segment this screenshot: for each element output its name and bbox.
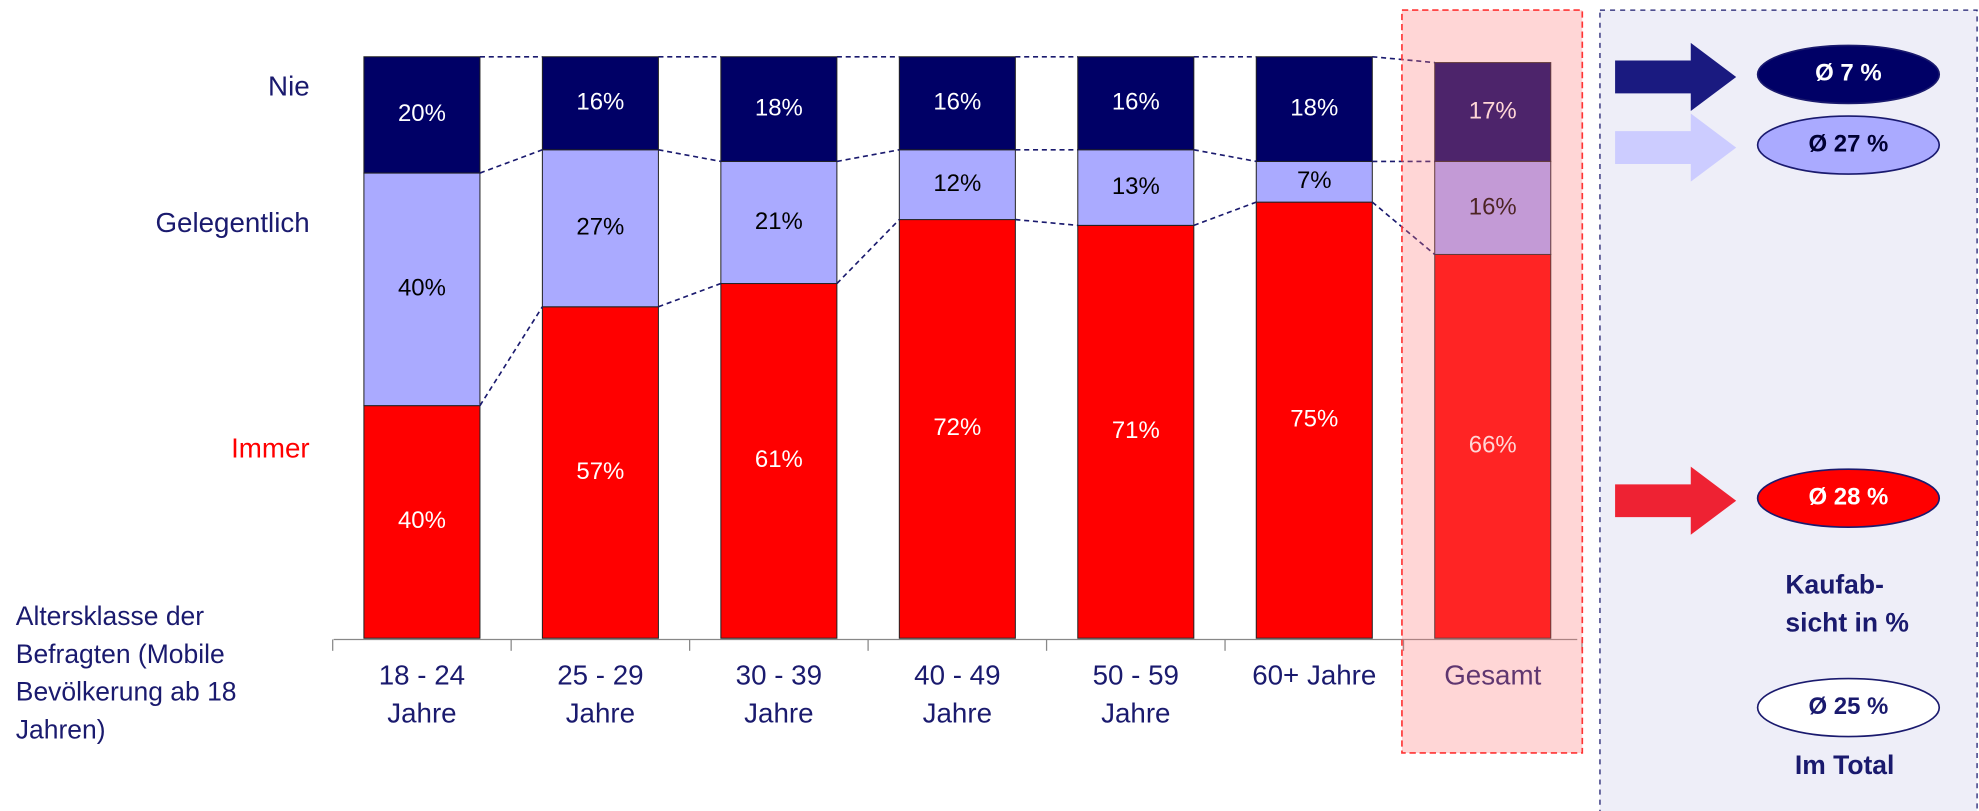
total-caption: Im Total	[1795, 750, 1895, 780]
value-label: 16%	[1469, 193, 1517, 220]
value-label: 18%	[1290, 94, 1338, 121]
bar-segment	[720, 56, 838, 162]
x-tick-label: Jahre	[923, 697, 992, 728]
bar-segment	[1434, 62, 1552, 162]
bar-segment	[898, 56, 1016, 151]
value-label: 17%	[1469, 97, 1517, 124]
connector	[1372, 55, 1435, 64]
bar-segment	[898, 219, 1016, 639]
highlight	[1401, 9, 1584, 754]
bar-segment	[363, 56, 481, 174]
marker-ellipse	[1756, 468, 1941, 529]
arrow	[1615, 466, 1737, 535]
value-label: 20%	[398, 100, 446, 127]
value-label: 21%	[755, 208, 803, 235]
bar-segment	[720, 160, 838, 285]
value-label: 61%	[755, 446, 803, 473]
panel-caption: sicht in %	[1785, 607, 1909, 637]
total-ellipse	[1756, 677, 1941, 738]
bar-segment	[1255, 201, 1373, 639]
connector	[479, 149, 543, 174]
bar-segment	[541, 56, 659, 151]
x-tick-label: 40 - 49	[914, 660, 1000, 691]
legend-label: Nie	[268, 71, 310, 102]
arrow	[1615, 42, 1737, 111]
x-tick-label: 30 - 39	[736, 660, 822, 691]
marker-ellipse	[1756, 44, 1941, 105]
axis-title: Altersklasse der	[16, 601, 204, 631]
connector	[836, 218, 900, 285]
connector	[479, 306, 544, 407]
bar-segment	[541, 149, 659, 308]
bar-segment	[1255, 160, 1373, 203]
value-label: 40%	[398, 275, 446, 302]
marker-label: Ø 7 %	[1815, 60, 1882, 87]
axis-title: Bevölkerung ab 18	[16, 677, 237, 707]
x-tick-label: 50 - 59	[1093, 660, 1179, 691]
value-label: 71%	[1112, 417, 1160, 444]
bar-segment	[1077, 149, 1195, 226]
x-tick-label: Jahre	[1101, 697, 1170, 728]
bar-segment	[363, 172, 481, 407]
value-label: 75%	[1290, 405, 1338, 432]
value-label: 7%	[1297, 167, 1332, 194]
arrow	[1615, 113, 1737, 182]
value-label: 12%	[933, 170, 981, 197]
total-label: Ø 25 %	[1808, 693, 1888, 720]
x-tick-label: Gesamt	[1444, 660, 1541, 691]
value-label: 72%	[933, 414, 981, 441]
value-label: 16%	[1112, 89, 1160, 116]
x-tick-label: 25 - 29	[557, 660, 643, 691]
value-label: 40%	[398, 507, 446, 534]
panel-caption: Kaufab-	[1785, 569, 1884, 599]
marker-label: Ø 28 %	[1808, 484, 1888, 511]
x-tick-label: Jahre	[744, 697, 813, 728]
connector	[836, 148, 900, 163]
bar-segment	[1434, 253, 1552, 639]
connector	[1015, 218, 1078, 227]
value-label: 13%	[1112, 173, 1160, 200]
bar-segment	[541, 306, 659, 639]
bar-segment	[1077, 224, 1195, 639]
bar-segment	[720, 283, 838, 639]
value-label: 18%	[755, 94, 803, 121]
x-tick-label: 60+ Jahre	[1252, 660, 1376, 691]
bar-segment	[1077, 56, 1195, 151]
value-label: 16%	[576, 89, 624, 116]
connector	[1371, 201, 1436, 256]
bar-segment	[898, 149, 1016, 221]
x-tick-label: 18 - 24	[379, 660, 465, 691]
value-label: 27%	[576, 214, 624, 241]
marker-label: Ø 27 %	[1808, 130, 1888, 157]
connector	[1193, 148, 1257, 163]
value-label: 16%	[933, 89, 981, 116]
x-tick-label: Jahre	[566, 697, 635, 728]
value-label: 66%	[1469, 432, 1517, 459]
marker-ellipse	[1756, 115, 1941, 175]
axis-title: Jahren)	[16, 715, 106, 745]
legend-label: Gelegentlich	[155, 207, 309, 238]
legend-label: Immer	[231, 433, 310, 464]
axis-title: Befragten (Mobile	[16, 639, 225, 669]
connector	[658, 148, 721, 163]
x-tick-label: Jahre	[387, 697, 456, 728]
bar-segment	[363, 405, 481, 639]
connector	[658, 282, 722, 308]
connector	[1193, 201, 1257, 227]
bar-segment	[1434, 160, 1552, 255]
bar-segment	[1255, 56, 1373, 162]
value-label: 57%	[576, 458, 624, 485]
